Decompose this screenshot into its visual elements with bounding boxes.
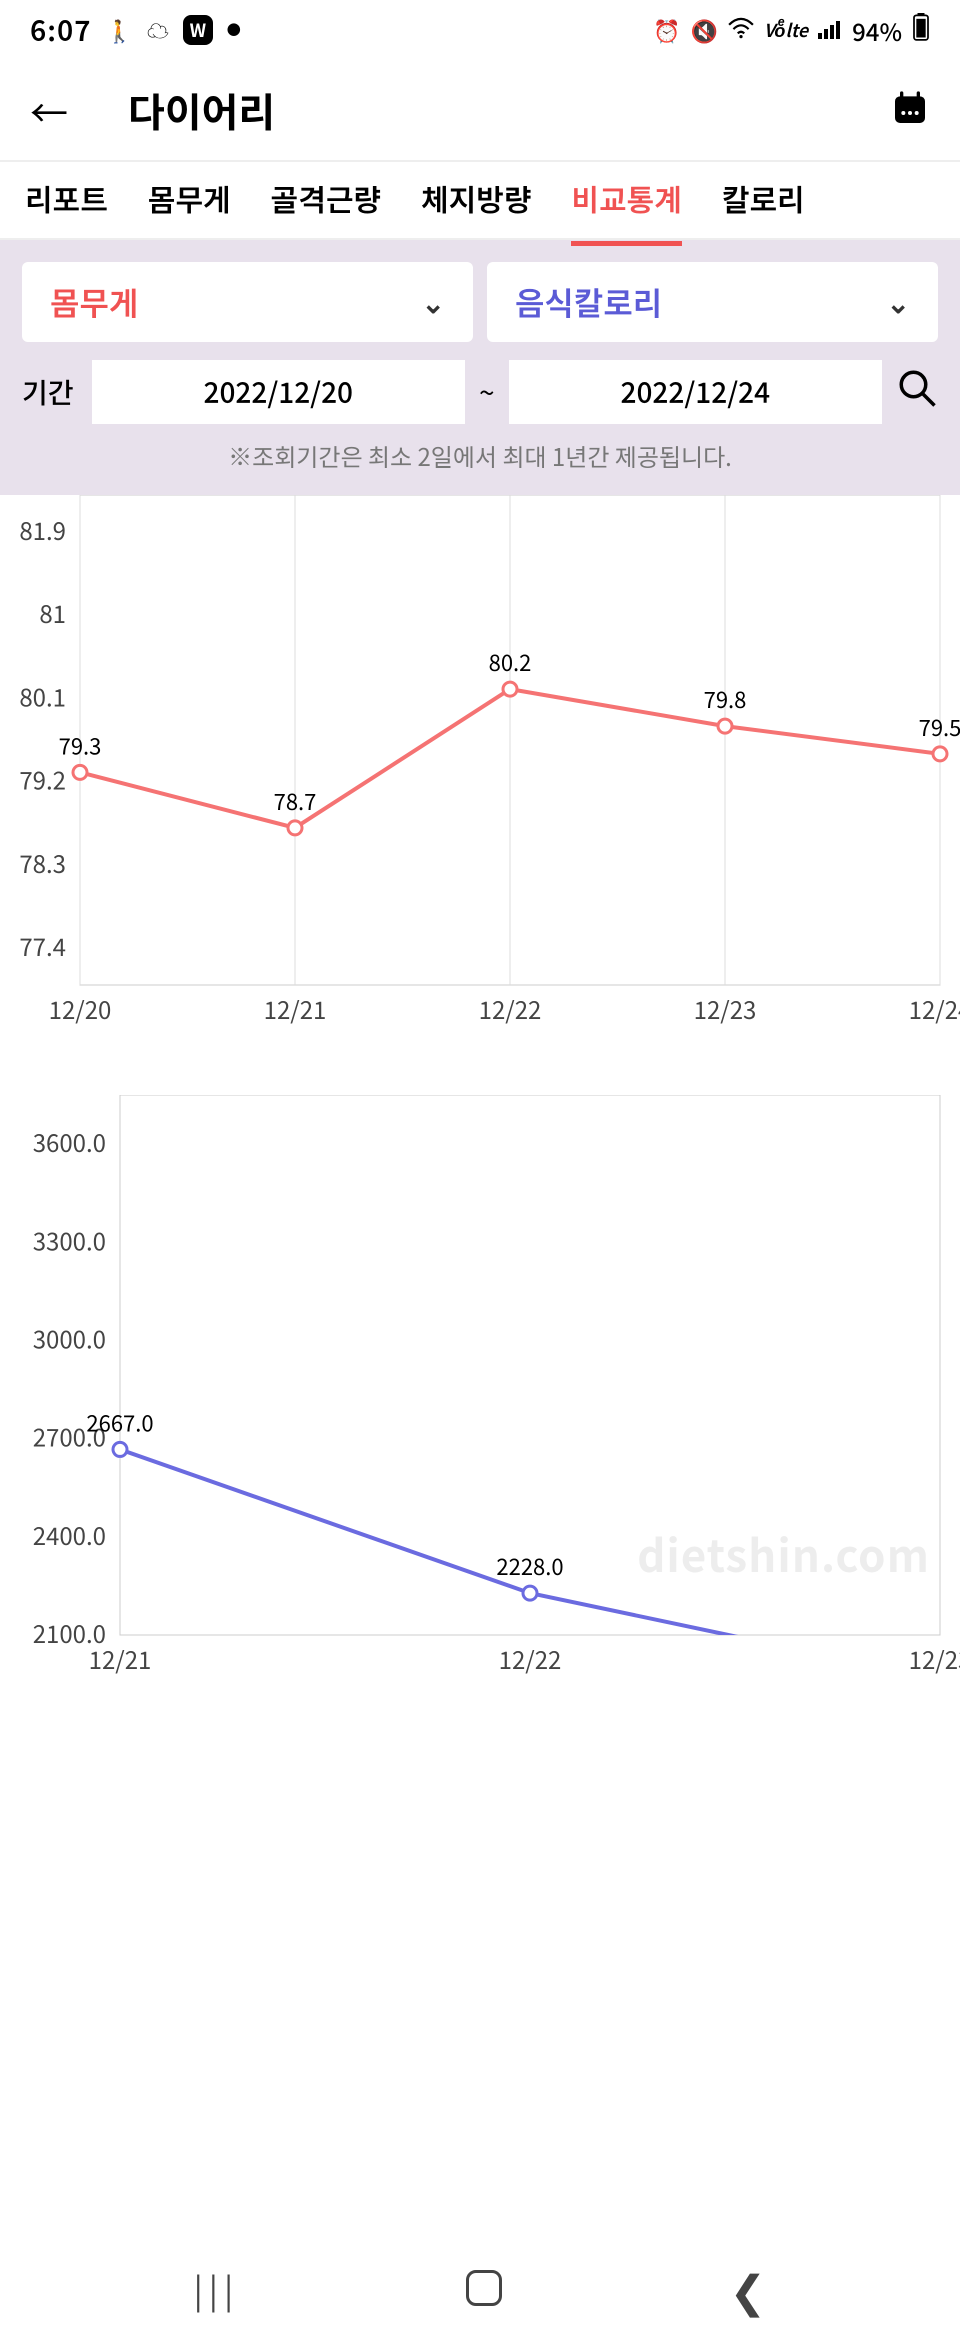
status-right: ⏰ 🔇 Voͤlte 94% <box>653 13 930 48</box>
cloud-icon: ☁ <box>147 14 169 46</box>
svg-text:12/24: 12/24 <box>909 991 960 1026</box>
svg-text:77.4: 77.4 <box>19 928 66 963</box>
calorie-chart-svg: 12/2112/2212/233600.03300.03000.02700.02… <box>0 1095 960 1705</box>
status-time: 6:07 <box>30 10 91 50</box>
date-range-separator: ~ <box>479 372 495 412</box>
watermark: dietshin.com <box>637 1521 930 1585</box>
weight-chart: 12/2012/2112/2212/2312/2481.98180.179.27… <box>0 495 960 1055</box>
system-nav-bar: ||| ❮ <box>0 2233 960 2343</box>
metric2-dropdown[interactable]: 음식칼로리 ⌄ <box>487 262 938 342</box>
chevron-down-icon: ⌄ <box>887 282 910 322</box>
svg-text:79.8: 79.8 <box>704 683 747 715</box>
app-header: ← 다이어리 <box>0 60 960 160</box>
svg-text:81.9: 81.9 <box>19 512 66 547</box>
date-from-input[interactable]: 2022/12/20 <box>92 360 465 424</box>
filter-panel: 몸무게 ⌄ 음식칼로리 ⌄ 기간 2022/12/20 ~ 2022/12/24… <box>0 240 960 495</box>
svg-text:80.2: 80.2 <box>489 646 532 678</box>
nav-home-button[interactable] <box>466 2270 502 2306</box>
svg-text:2667.0: 2667.0 <box>86 1406 153 1438</box>
metric1-dropdown[interactable]: 몸무게 ⌄ <box>22 262 473 342</box>
svg-text:2228.0: 2228.0 <box>496 1550 563 1582</box>
svg-text:3300.0: 3300.0 <box>33 1222 106 1257</box>
period-note: ※조회기간은 최소 2일에서 최대 1년간 제공됩니다. <box>22 438 938 473</box>
svg-text:12/22: 12/22 <box>479 991 542 1026</box>
back-button[interactable]: ← <box>30 83 68 138</box>
svg-text:12/23: 12/23 <box>694 991 757 1026</box>
tab-5[interactable]: 칼로리 <box>722 176 805 224</box>
volte-icon: Voͤlte <box>764 17 808 43</box>
svg-text:81: 81 <box>39 595 66 630</box>
battery-text: 94% <box>852 13 902 48</box>
search-button[interactable] <box>896 367 938 418</box>
date-to-text: 2022/12/24 <box>621 372 771 412</box>
metric1-label: 몸무게 <box>50 279 138 325</box>
nav-recent-button[interactable]: ||| <box>194 2264 240 2313</box>
metric2-label: 음식칼로리 <box>515 279 662 325</box>
svg-text:79.2: 79.2 <box>19 762 66 797</box>
tab-1[interactable]: 몸무게 <box>148 176 231 224</box>
svg-text:79.3: 79.3 <box>59 729 102 761</box>
svg-text:12/22: 12/22 <box>499 1641 562 1676</box>
battery-icon <box>912 13 930 48</box>
tab-3[interactable]: 체지방량 <box>421 176 531 224</box>
page-title: 다이어리 <box>128 81 275 139</box>
app-w-icon: W <box>183 15 213 45</box>
svg-text:12/21: 12/21 <box>264 991 327 1026</box>
date-to-input[interactable]: 2022/12/24 <box>509 360 882 424</box>
tab-0[interactable]: 리포트 <box>25 176 108 224</box>
tab-4[interactable]: 비교통계 <box>571 176 681 224</box>
chevron-down-icon: ⌄ <box>422 282 445 322</box>
tabs: 리포트 몸무게 골격근량 체지방량 비교통계 칼로리 <box>0 162 960 240</box>
svg-text:12/23: 12/23 <box>909 1641 960 1676</box>
wifi-icon <box>728 14 754 46</box>
date-from-text: 2022/12/20 <box>204 372 354 412</box>
alarm-icon: ⏰ <box>653 14 680 46</box>
svg-text:80.1: 80.1 <box>19 678 66 713</box>
svg-text:3000.0: 3000.0 <box>33 1320 106 1355</box>
dot-icon: ● <box>227 20 241 40</box>
svg-text:78.3: 78.3 <box>19 845 66 880</box>
svg-text:2400.0: 2400.0 <box>33 1517 106 1552</box>
status-left: 6:07 🚶 ☁ W ● <box>30 10 241 50</box>
period-label: 기간 <box>22 372 74 412</box>
weight-chart-svg: 12/2012/2112/2212/2312/2481.98180.179.27… <box>0 495 960 1055</box>
metric-selectors: 몸무게 ⌄ 음식칼로리 ⌄ <box>22 262 938 342</box>
nav-back-button[interactable]: ❮ <box>730 2256 767 2320</box>
calendar-button[interactable] <box>890 88 930 133</box>
svg-text:2100.0: 2100.0 <box>33 1615 106 1650</box>
tab-2[interactable]: 골격근량 <box>271 176 381 224</box>
svg-text:3600.0: 3600.0 <box>33 1124 106 1159</box>
status-bar: 6:07 🚶 ☁ W ● ⏰ 🔇 Voͤlte 94% <box>0 0 960 60</box>
svg-text:12/20: 12/20 <box>49 991 112 1026</box>
svg-text:78.7: 78.7 <box>274 785 317 817</box>
person-icon: 🚶 <box>105 14 132 46</box>
vibrate-icon: 🔇 <box>690 14 717 46</box>
signal-icon <box>818 14 842 46</box>
calorie-chart: 12/2112/2212/233600.03300.03000.02700.02… <box>0 1095 960 1705</box>
date-range-row: 기간 2022/12/20 ~ 2022/12/24 <box>22 360 938 424</box>
svg-text:79.5: 79.5 <box>919 711 960 743</box>
